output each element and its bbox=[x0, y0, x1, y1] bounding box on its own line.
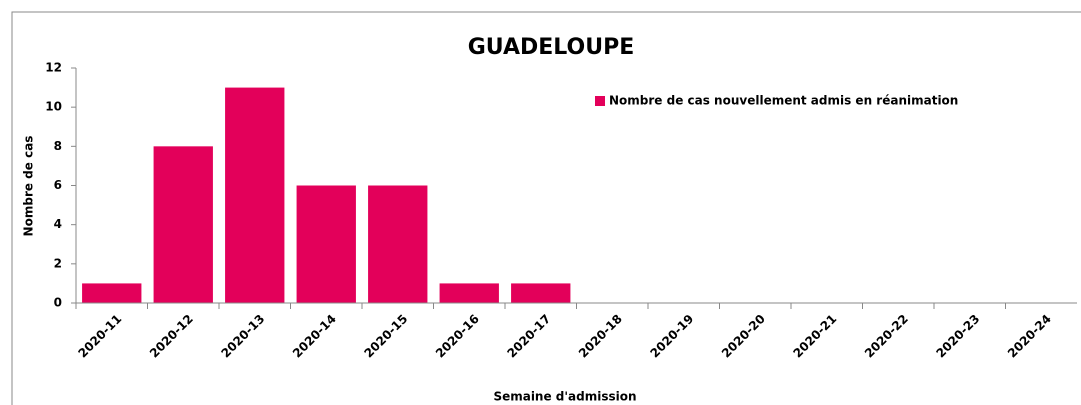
bar bbox=[225, 87, 285, 303]
y-tick-label: 0 bbox=[54, 296, 62, 310]
x-tick-label: 2020-20 bbox=[719, 312, 768, 361]
bar bbox=[368, 185, 428, 303]
y-tick-label: 4 bbox=[54, 217, 62, 231]
y-axis-label: Nombre de cas bbox=[22, 136, 36, 237]
x-tick-label: 2020-11 bbox=[76, 312, 125, 361]
bar bbox=[153, 146, 213, 303]
frame bbox=[11, 11, 1081, 405]
x-axis-label: Semaine d'admission bbox=[493, 390, 636, 404]
x-tick-label: 2020-12 bbox=[147, 312, 196, 361]
y-tick-label: 8 bbox=[54, 139, 62, 153]
x-tick-label: 2020-16 bbox=[433, 312, 482, 361]
x-tick-label: 2020-23 bbox=[934, 312, 983, 361]
x-tick-label: 2020-13 bbox=[219, 312, 268, 361]
y-tick-label: 12 bbox=[45, 61, 62, 75]
legend-swatch bbox=[595, 96, 605, 106]
x-tick-label: 2020-15 bbox=[362, 312, 411, 361]
bar bbox=[511, 283, 571, 303]
x-tick-label: 2020-24 bbox=[1005, 312, 1054, 361]
bar bbox=[82, 283, 142, 303]
x-tick-label: 2020-19 bbox=[648, 312, 697, 361]
x-tick-label: 2020-21 bbox=[791, 312, 840, 361]
y-tick-label: 6 bbox=[54, 178, 62, 192]
y-tick-label: 2 bbox=[54, 256, 62, 270]
x-tick-label: 2020-14 bbox=[290, 312, 339, 361]
x-tick-label: 2020-17 bbox=[505, 312, 554, 361]
y-tick-label: 10 bbox=[45, 100, 62, 114]
bar bbox=[439, 283, 499, 303]
x-tick-label: 2020-18 bbox=[576, 312, 625, 361]
bar bbox=[296, 185, 356, 303]
x-tick-label: 2020-22 bbox=[862, 312, 911, 361]
chart-title: GUADELOUPE bbox=[468, 35, 635, 60]
legend-label: Nombre de cas nouvellement admis en réan… bbox=[609, 94, 958, 108]
